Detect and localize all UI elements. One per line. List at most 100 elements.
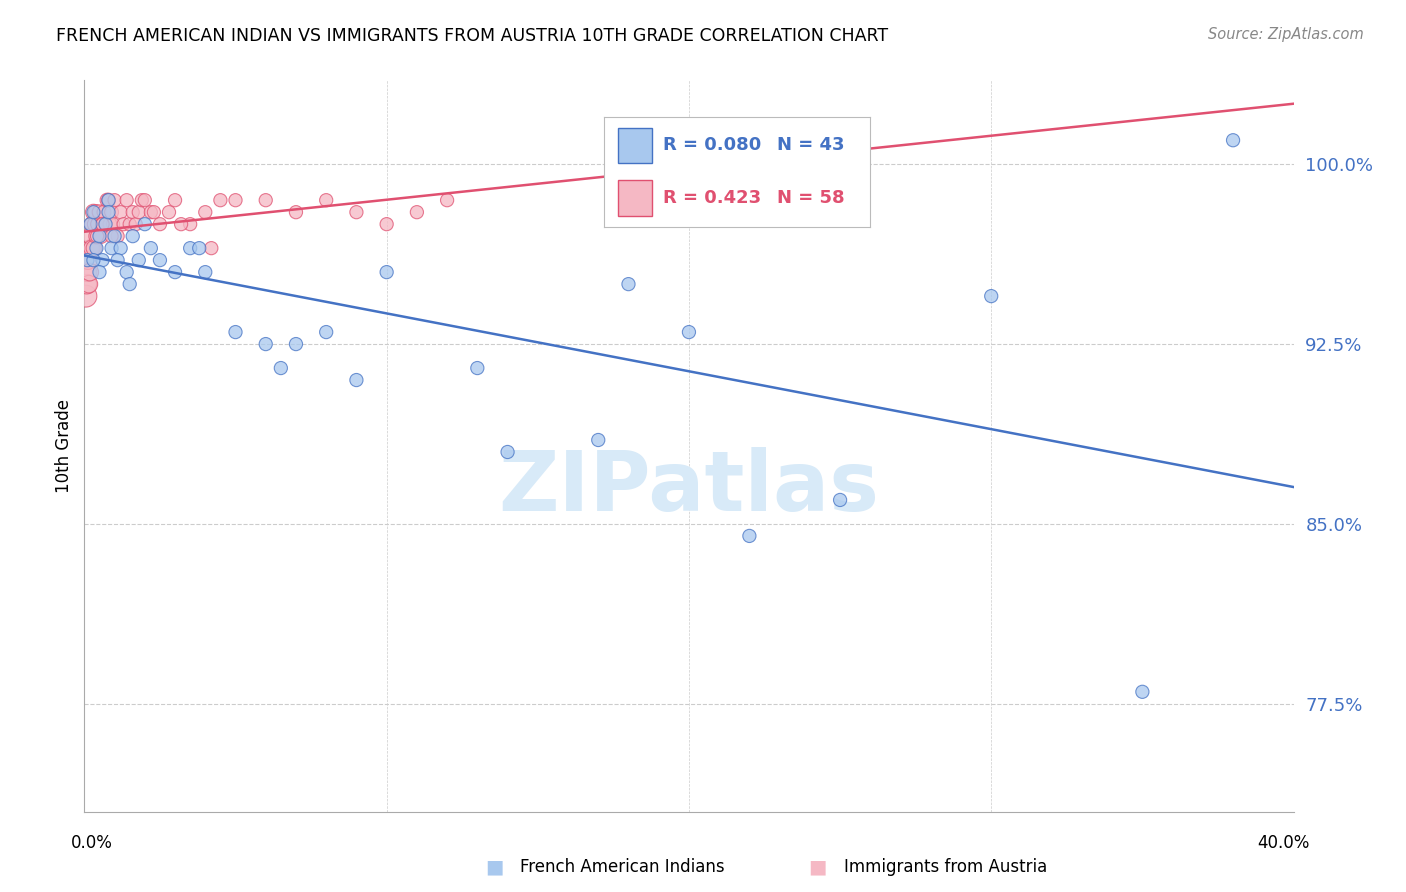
- Point: [84, 205, 107, 219]
- Point: [86, 241, 108, 255]
- Point: [179, 241, 201, 255]
- Point: [87, 217, 110, 231]
- Point: [121, 205, 143, 219]
- Point: [270, 361, 292, 376]
- Point: [98, 217, 121, 231]
- Point: [118, 277, 141, 292]
- Point: [115, 265, 138, 279]
- Point: [91, 217, 114, 231]
- Point: [89, 265, 111, 279]
- Point: [77, 253, 100, 268]
- Point: [157, 205, 180, 219]
- Text: R = 0.423: R = 0.423: [662, 189, 761, 207]
- Point: [1132, 685, 1154, 699]
- Point: [91, 217, 114, 231]
- Point: [90, 229, 112, 244]
- Text: French American Indians: French American Indians: [520, 858, 725, 876]
- Point: [738, 529, 761, 543]
- Point: [134, 193, 156, 207]
- Point: [75, 289, 97, 303]
- Point: [139, 205, 162, 219]
- Point: [436, 193, 458, 207]
- Point: [225, 193, 247, 207]
- Point: [118, 217, 141, 231]
- Point: [194, 205, 217, 219]
- Point: [76, 253, 98, 268]
- Point: [110, 205, 132, 219]
- Point: [285, 205, 308, 219]
- Point: [617, 277, 640, 292]
- Point: [82, 205, 104, 219]
- Bar: [617, 180, 652, 216]
- Point: [79, 241, 101, 255]
- Point: [188, 241, 211, 255]
- Point: [149, 253, 172, 268]
- Point: [82, 205, 104, 219]
- Text: ■: ■: [808, 857, 827, 877]
- Point: [100, 205, 122, 219]
- Point: [107, 229, 129, 244]
- Point: [115, 193, 138, 207]
- Text: FRENCH AMERICAN INDIAN VS IMMIGRANTS FROM AUSTRIA 10TH GRADE CORRELATION CHART: FRENCH AMERICAN INDIAN VS IMMIGRANTS FRO…: [56, 27, 889, 45]
- Point: [200, 241, 222, 255]
- Point: [375, 217, 398, 231]
- Point: [131, 193, 153, 207]
- Text: ■: ■: [485, 857, 503, 877]
- Point: [82, 253, 104, 268]
- Point: [104, 193, 127, 207]
- Point: [496, 445, 519, 459]
- Point: [104, 229, 127, 244]
- Point: [128, 205, 150, 219]
- Text: N = 58: N = 58: [778, 189, 845, 207]
- Point: [110, 241, 132, 255]
- Y-axis label: 10th Grade: 10th Grade: [55, 399, 73, 493]
- Text: 0.0%: 0.0%: [70, 834, 112, 852]
- Point: [121, 229, 143, 244]
- Point: [254, 337, 277, 351]
- Point: [97, 193, 120, 207]
- Point: [79, 265, 101, 279]
- Point: [79, 217, 101, 231]
- Text: Immigrants from Austria: Immigrants from Austria: [844, 858, 1047, 876]
- Point: [346, 205, 368, 219]
- Point: [165, 265, 187, 279]
- Point: [194, 265, 217, 279]
- Point: [94, 217, 117, 231]
- Point: [375, 265, 398, 279]
- Point: [93, 205, 115, 219]
- Point: [165, 193, 187, 207]
- Point: [76, 265, 98, 279]
- Point: [84, 217, 107, 231]
- Point: [588, 433, 610, 447]
- Point: [179, 217, 201, 231]
- Text: 40.0%: 40.0%: [1257, 834, 1310, 852]
- Point: [315, 193, 337, 207]
- Text: N = 43: N = 43: [778, 136, 845, 154]
- Point: [97, 193, 120, 207]
- Point: [315, 325, 337, 339]
- Point: [467, 361, 489, 376]
- Point: [139, 241, 162, 255]
- Point: [149, 217, 172, 231]
- Point: [170, 217, 193, 231]
- Point: [97, 205, 120, 219]
- Bar: [617, 128, 652, 163]
- Point: [83, 241, 105, 255]
- Point: [980, 289, 1002, 303]
- Point: [285, 337, 308, 351]
- Point: [101, 217, 124, 231]
- Point: [406, 205, 429, 219]
- Point: [125, 217, 148, 231]
- Point: [76, 277, 98, 292]
- Point: [112, 217, 135, 231]
- Point: [100, 241, 122, 255]
- Point: [1222, 133, 1244, 147]
- Point: [89, 229, 111, 244]
- Point: [830, 492, 852, 507]
- Point: [86, 229, 108, 244]
- Point: [96, 193, 118, 207]
- Point: [91, 253, 114, 268]
- Point: [225, 325, 247, 339]
- Point: [94, 217, 117, 231]
- Point: [80, 229, 103, 244]
